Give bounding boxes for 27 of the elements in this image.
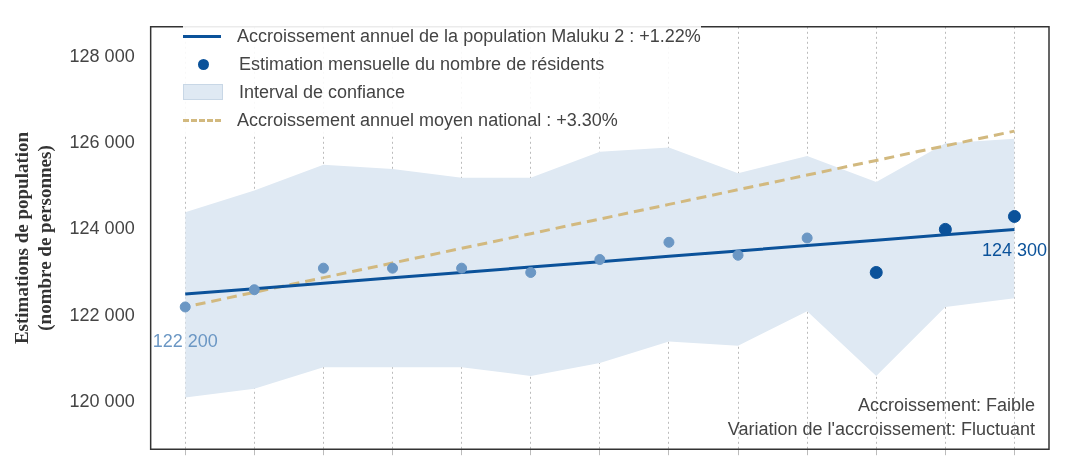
- point: [456, 262, 468, 274]
- point: [248, 284, 260, 296]
- legend-label: Accroissement annuel moyen national : +3.30%: [237, 109, 618, 131]
- data-label: 122 200: [152, 330, 218, 351]
- point: [663, 236, 675, 248]
- y-tick-label: 122 000: [69, 304, 135, 325]
- point: [594, 254, 606, 266]
- point: [387, 262, 399, 274]
- point: [1007, 209, 1021, 223]
- data-label: 124 300: [981, 240, 1047, 261]
- legend-label: Estimation mensuelle du nombre de résidents: [239, 53, 605, 75]
- point: [869, 265, 883, 279]
- y-tick-label: 128 000: [69, 45, 135, 66]
- y-tick-label: 120 000: [69, 390, 135, 411]
- point: [938, 222, 952, 236]
- y-axis-title: Estimations de population (nombre de personnes): [11, 131, 57, 345]
- y-tick-label: 126 000: [69, 132, 135, 153]
- legend-label: Accroissement annuel de la population Maluku 2 : +1.22%: [237, 25, 701, 47]
- annotation: Accroissement: Faible: [857, 395, 1035, 416]
- point: [525, 266, 537, 278]
- point: [801, 232, 813, 244]
- legend-label: Interval de confiance: [239, 81, 406, 103]
- y-tick-label: 124 000: [69, 218, 135, 239]
- point: [732, 249, 744, 261]
- point: [179, 301, 191, 313]
- annotation: Variation de l'accroissement: Fluctuant: [727, 419, 1035, 440]
- point: [317, 262, 329, 274]
